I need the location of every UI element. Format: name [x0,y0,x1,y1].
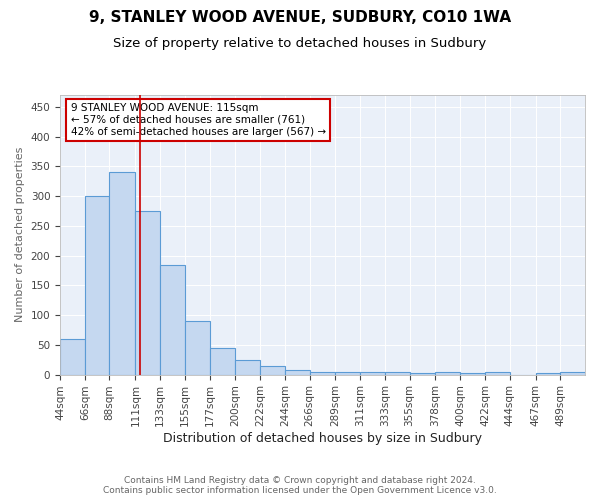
Bar [360,372,385,374]
Bar [235,360,260,374]
X-axis label: Distribution of detached houses by size in Sudbury: Distribution of detached houses by size … [163,432,482,445]
Bar [485,372,509,374]
Bar [285,370,310,374]
Text: 9 STANLEY WOOD AVENUE: 115sqm
← 57% of detached houses are smaller (761)
42% of : 9 STANLEY WOOD AVENUE: 115sqm ← 57% of d… [71,104,326,136]
Bar [209,348,235,374]
Bar [560,372,585,374]
Y-axis label: Number of detached properties: Number of detached properties [15,147,25,322]
Bar [85,196,109,374]
Bar [185,321,209,374]
Bar [160,264,185,374]
Bar [310,372,335,374]
Bar [436,372,460,374]
Text: Contains HM Land Registry data © Crown copyright and database right 2024.
Contai: Contains HM Land Registry data © Crown c… [103,476,497,495]
Bar [385,372,410,374]
Bar [536,373,560,374]
Bar [335,372,360,374]
Bar [109,172,136,374]
Bar [260,366,285,374]
Bar [136,211,160,374]
Bar [410,373,436,374]
Bar [60,339,85,374]
Text: 9, STANLEY WOOD AVENUE, SUDBURY, CO10 1WA: 9, STANLEY WOOD AVENUE, SUDBURY, CO10 1W… [89,10,511,25]
Text: Size of property relative to detached houses in Sudbury: Size of property relative to detached ho… [113,38,487,51]
Bar [460,373,485,374]
